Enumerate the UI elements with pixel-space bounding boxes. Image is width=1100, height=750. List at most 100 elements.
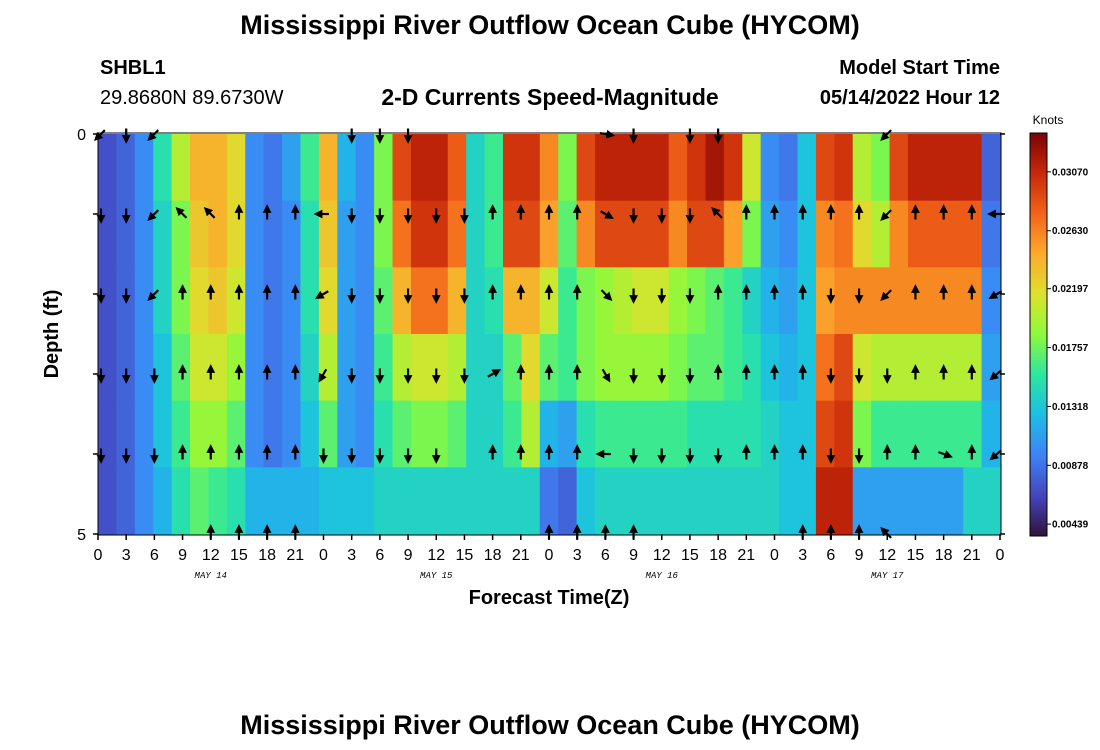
heat-cell xyxy=(852,134,872,202)
heat-cell xyxy=(134,200,154,268)
heat-cell xyxy=(300,267,320,335)
heat-cell xyxy=(374,334,394,402)
heat-cell xyxy=(502,267,522,335)
heat-cell xyxy=(539,134,559,202)
heat-cell xyxy=(337,400,357,468)
heat-cell xyxy=(631,334,651,402)
heat-cell xyxy=(392,467,412,535)
heat-cell xyxy=(668,400,688,468)
heat-cell xyxy=(558,267,578,335)
heat-cell xyxy=(410,400,430,468)
x-tick-label: 15 xyxy=(907,547,925,564)
heat-cell xyxy=(834,267,854,335)
heat-cell xyxy=(263,467,283,535)
heat-cell xyxy=(797,400,817,468)
heat-cell xyxy=(521,200,541,268)
x-tick-label: 21 xyxy=(963,547,981,564)
heat-cell xyxy=(981,467,1001,535)
heat-cell xyxy=(558,400,578,468)
heat-cell xyxy=(318,267,338,335)
heat-cell xyxy=(815,267,835,335)
heat-cell xyxy=(337,467,357,535)
heat-cell xyxy=(558,134,578,202)
heat-cell xyxy=(300,400,320,468)
colorbar-gradient xyxy=(1029,132,1048,537)
heat-cell xyxy=(226,267,246,335)
current-arrow xyxy=(147,129,160,142)
model-start-value: 05/14/2022 Hour 12 xyxy=(819,87,1000,109)
heat-cell xyxy=(245,467,265,535)
current-arrow xyxy=(203,206,216,219)
heat-cell xyxy=(447,467,467,535)
heat-cell xyxy=(668,334,688,402)
station-coords: 29.8680N 89.6730W xyxy=(100,87,284,109)
x-tick-label: 15 xyxy=(456,547,474,564)
heat-cell xyxy=(502,200,522,268)
heat-cell xyxy=(521,267,541,335)
heat-cell xyxy=(815,200,835,268)
heat-cell xyxy=(668,134,688,202)
heat-cell xyxy=(263,267,283,335)
heat-cell xyxy=(797,267,817,335)
current-arrow xyxy=(314,290,329,299)
heat-cell xyxy=(926,267,946,335)
current-arrow xyxy=(711,206,723,219)
colorbar-tick-label: 0.03070 xyxy=(1052,167,1089,178)
x-tick-label: 18 xyxy=(258,547,276,564)
heat-cell xyxy=(521,467,541,535)
heat-cell xyxy=(337,134,357,202)
x-tick-label: 21 xyxy=(286,547,304,564)
heat-cell xyxy=(190,467,210,535)
heat-cell xyxy=(963,267,983,335)
heat-cell xyxy=(300,200,320,268)
x-tick-label: 3 xyxy=(573,547,582,564)
heat-cell xyxy=(760,200,780,268)
heat-cell xyxy=(521,400,541,468)
heat-cell xyxy=(337,267,357,335)
heat-cell xyxy=(760,267,780,335)
heat-cell xyxy=(245,400,265,468)
heat-cell xyxy=(852,267,872,335)
heat-cell xyxy=(447,334,467,402)
heat-cell xyxy=(502,134,522,202)
date-label: MAY 16 xyxy=(646,571,679,581)
current-arrow xyxy=(938,450,953,459)
heat-cell xyxy=(797,200,817,268)
heat-cell xyxy=(595,334,615,402)
heat-cell xyxy=(190,400,210,468)
x-tick-label: 3 xyxy=(122,547,131,564)
heat-cell xyxy=(171,400,191,468)
colorbar-tick-label: 0.01318 xyxy=(1052,402,1089,413)
heat-cell xyxy=(815,400,835,468)
heat-cell xyxy=(134,334,154,402)
heat-cell xyxy=(963,200,983,268)
heat-cell xyxy=(595,134,615,202)
heat-cell xyxy=(539,467,559,535)
heat-cell xyxy=(171,334,191,402)
heat-cell xyxy=(134,400,154,468)
current-arrow xyxy=(988,290,1003,299)
heat-cell xyxy=(410,200,430,268)
heat-cell xyxy=(834,134,854,202)
heat-cell xyxy=(907,200,927,268)
heat-cell xyxy=(429,267,449,335)
heat-cell xyxy=(282,467,302,535)
page-title: Mississippi River Outflow Ocean Cube (HY… xyxy=(240,10,860,40)
heat-cell xyxy=(318,134,338,202)
heatmap-cells xyxy=(98,134,1001,535)
heat-cell xyxy=(98,334,118,402)
heat-cell xyxy=(926,467,946,535)
heat-cell xyxy=(705,334,725,402)
heat-cell xyxy=(282,400,302,468)
x-tick-label: 6 xyxy=(150,547,159,564)
heat-cell xyxy=(374,134,394,202)
colorbar-tick-label: 0.02197 xyxy=(1052,284,1089,295)
heat-cell xyxy=(907,267,927,335)
heat-cell xyxy=(705,134,725,202)
current-arrow xyxy=(600,210,614,219)
heat-cell xyxy=(760,400,780,468)
heat-cell xyxy=(613,467,633,535)
heat-cell xyxy=(595,400,615,468)
heat-cell xyxy=(723,467,743,535)
